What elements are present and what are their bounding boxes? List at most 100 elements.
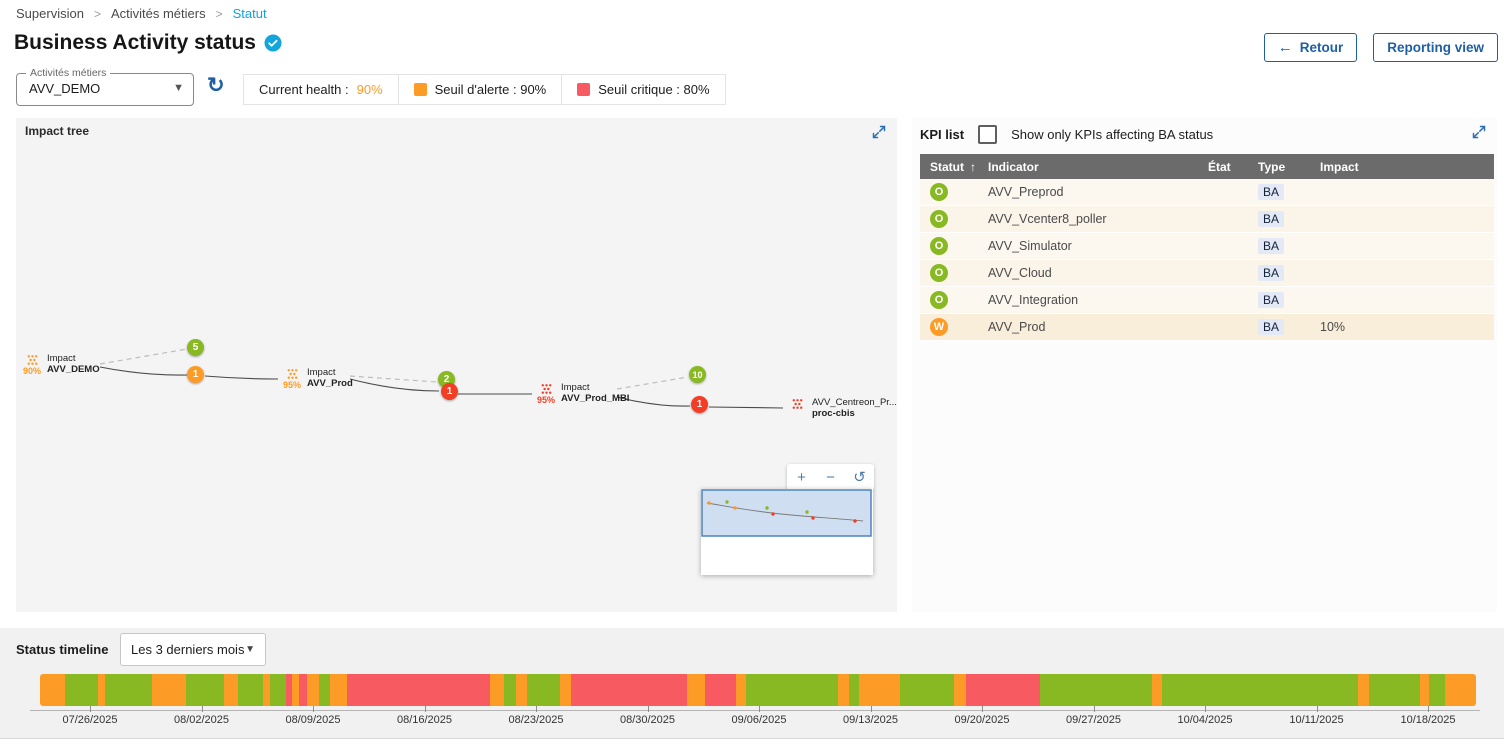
page-title: Business Activity status	[14, 31, 256, 54]
column-header-type[interactable]: Type	[1258, 159, 1286, 174]
timeline-segment-danger	[571, 674, 687, 706]
timeline-segment-danger	[966, 674, 1040, 706]
timeline-date-label: 08/30/2025	[619, 714, 676, 726]
tree-zoom-controls: + − ↺	[787, 464, 874, 491]
back-button-label: Retour	[1299, 40, 1344, 55]
kpi-indicator: AVV_Cloud	[988, 266, 1052, 280]
timeline-tick	[201, 706, 203, 712]
kpi-indicator: AVV_Preprod	[988, 185, 1064, 199]
business-activity-select[interactable]: Activités métiers AVV_DEMO ▼	[16, 67, 194, 106]
timeline-tick	[1316, 706, 1318, 712]
timeline-date-label: 07/26/2025	[62, 714, 118, 726]
service-cluster-icon	[791, 398, 804, 410]
kpi-type-badge: BA	[1258, 292, 1285, 308]
timeline-tick	[90, 706, 91, 712]
timeline-segment-warning	[560, 674, 571, 706]
node-label-type: Impact	[47, 353, 76, 364]
ba-select-label: Activités métiers	[26, 67, 111, 79]
timeline-date-label: 10/11/2025	[1289, 714, 1344, 726]
refresh-button[interactable]: ↻	[207, 74, 225, 97]
column-header-statut[interactable]: Statut ↑	[930, 159, 976, 174]
kpi-type-badge: BA	[1258, 238, 1285, 254]
kpi-row-avv-prod[interactable]: W AVV_Prod BA 10%	[920, 314, 1494, 341]
ba-status-icon	[264, 34, 282, 52]
timeline-date-label: 08/23/2025	[508, 714, 564, 726]
kpi-type-badge: BA	[1258, 184, 1285, 200]
timeline-segment-ok	[270, 674, 286, 706]
timeline-segment-warning	[152, 674, 186, 706]
impact-tree-minimap[interactable]	[701, 489, 873, 575]
back-button[interactable]: ← Retour	[1263, 33, 1358, 62]
timeline-segment-ok	[900, 674, 954, 706]
warning-count-badge[interactable]: 1	[187, 366, 204, 383]
breadcrumb-activites-metiers[interactable]: Activités métiers	[110, 6, 206, 21]
kpi-row-avv-cloud[interactable]: O AVV_Cloud BA	[920, 260, 1494, 287]
node-label-type: Impact	[561, 382, 590, 393]
kpi-indicator: AVV_Vcenter8_poller	[988, 212, 1107, 226]
timeline-axis-labels: 07/26/2025 08/02/2025 08/09/2025 08/16/2025…	[40, 706, 1476, 736]
ba-cluster-icon	[286, 368, 299, 380]
timeline-date-label: 08/16/2025	[396, 714, 453, 726]
critical-swatch	[577, 83, 591, 96]
timeline-segment-warning	[330, 674, 347, 706]
tree-node-avv-centreon-proc[interactable]: AVV_Centreon_Pr... proc-cbis	[785, 397, 897, 419]
current-health-label: Current health :	[259, 82, 349, 97]
kpi-list-panel: KPI list Show only KPIs affecting BA sta…	[912, 118, 1497, 612]
kpi-list-title: KPI list	[920, 127, 965, 142]
timeline-bar[interactable]	[40, 674, 1476, 706]
kpi-impact: 10%	[1320, 320, 1346, 334]
breadcrumb-separator: >	[215, 6, 223, 21]
timeline-tick	[313, 706, 314, 712]
reporting-view-button[interactable]: Reporting view	[1373, 33, 1498, 62]
node-health-pct: 90%	[22, 366, 41, 376]
timeline-tick	[870, 706, 872, 712]
kpi-table: Statut ↑ Indicator État Type Impact O AV…	[920, 154, 1494, 341]
breadcrumb-supervision[interactable]: Supervision	[16, 6, 84, 21]
kpi-row-avv-integration[interactable]: O AVV_Integration BA	[920, 287, 1494, 314]
timeline-segment-warning	[736, 674, 746, 706]
zoom-reset-button[interactable]: ↺	[853, 469, 866, 486]
zoom-in-button[interactable]: +	[797, 469, 806, 486]
expand-kpi-list-icon[interactable]	[1471, 124, 1487, 140]
warning-threshold-label: Seuil d'alerte : 90%	[434, 82, 547, 97]
ba-cluster-icon	[540, 383, 553, 395]
timeline-segment-ok	[186, 674, 224, 706]
timeline-segment-danger	[347, 674, 490, 706]
timeline-segment-warning	[1420, 674, 1429, 706]
ok-count-badge[interactable]: 5	[187, 339, 204, 356]
kpi-row-avv-vcenter8-poller[interactable]: O AVV_Vcenter8_poller BA	[920, 206, 1494, 233]
column-header-etat[interactable]: État	[1208, 159, 1231, 174]
status-ok-chip: O	[930, 291, 948, 309]
timeline-date-label: 08/09/2025	[285, 714, 341, 726]
timeline-date-label: 08/02/2025	[173, 714, 230, 726]
timeline-segment-ok	[1369, 674, 1420, 706]
critical-count-badge[interactable]: 1	[691, 396, 708, 413]
status-ok-chip: O	[930, 237, 948, 255]
timeline-segment-ok	[1162, 674, 1358, 706]
tree-node-avv-demo[interactable]: 90% Impact AVV_DEMO	[20, 353, 100, 376]
timeline-segment-ok	[527, 674, 560, 706]
back-arrow-icon: ←	[1277, 39, 1293, 56]
timeline-segment-warning	[490, 674, 504, 706]
kpi-row-avv-preprod[interactable]: O AVV_Preprod BA	[920, 179, 1494, 206]
ok-count-badge[interactable]: 10	[689, 366, 706, 383]
critical-count-badge[interactable]: 1	[441, 383, 458, 400]
column-header-indicator[interactable]: Indicator	[988, 159, 1039, 174]
show-only-kpis-checkbox[interactable]	[978, 125, 998, 144]
zoom-out-button[interactable]: −	[826, 469, 835, 486]
kpi-table-header: Statut ↑ Indicator État Type Impact	[920, 154, 1494, 179]
legend-warning-threshold: Seuil d'alerte : 90%	[397, 75, 562, 104]
expand-impact-tree-icon[interactable]	[871, 124, 887, 140]
timeline-period-select[interactable]: Les 3 derniers mois ▼	[120, 633, 266, 666]
breadcrumb-statut[interactable]: Statut	[232, 6, 267, 21]
chevron-down-icon: ▼	[173, 82, 184, 94]
tree-node-avv-prod[interactable]: 95% Impact AVV_Prod	[280, 367, 353, 390]
kpi-row-avv-simulator[interactable]: O AVV_Simulator BA	[920, 233, 1494, 260]
column-header-impact[interactable]: Impact	[1320, 159, 1359, 174]
timeline-segment-ok	[1040, 674, 1152, 706]
kpi-type-badge: BA	[1258, 319, 1285, 335]
status-warning-chip: W	[930, 318, 948, 336]
timeline-segment-warning	[307, 674, 319, 706]
tree-node-avv-prod-mbi[interactable]: 95% Impact AVV_Prod_MBI	[534, 382, 629, 405]
